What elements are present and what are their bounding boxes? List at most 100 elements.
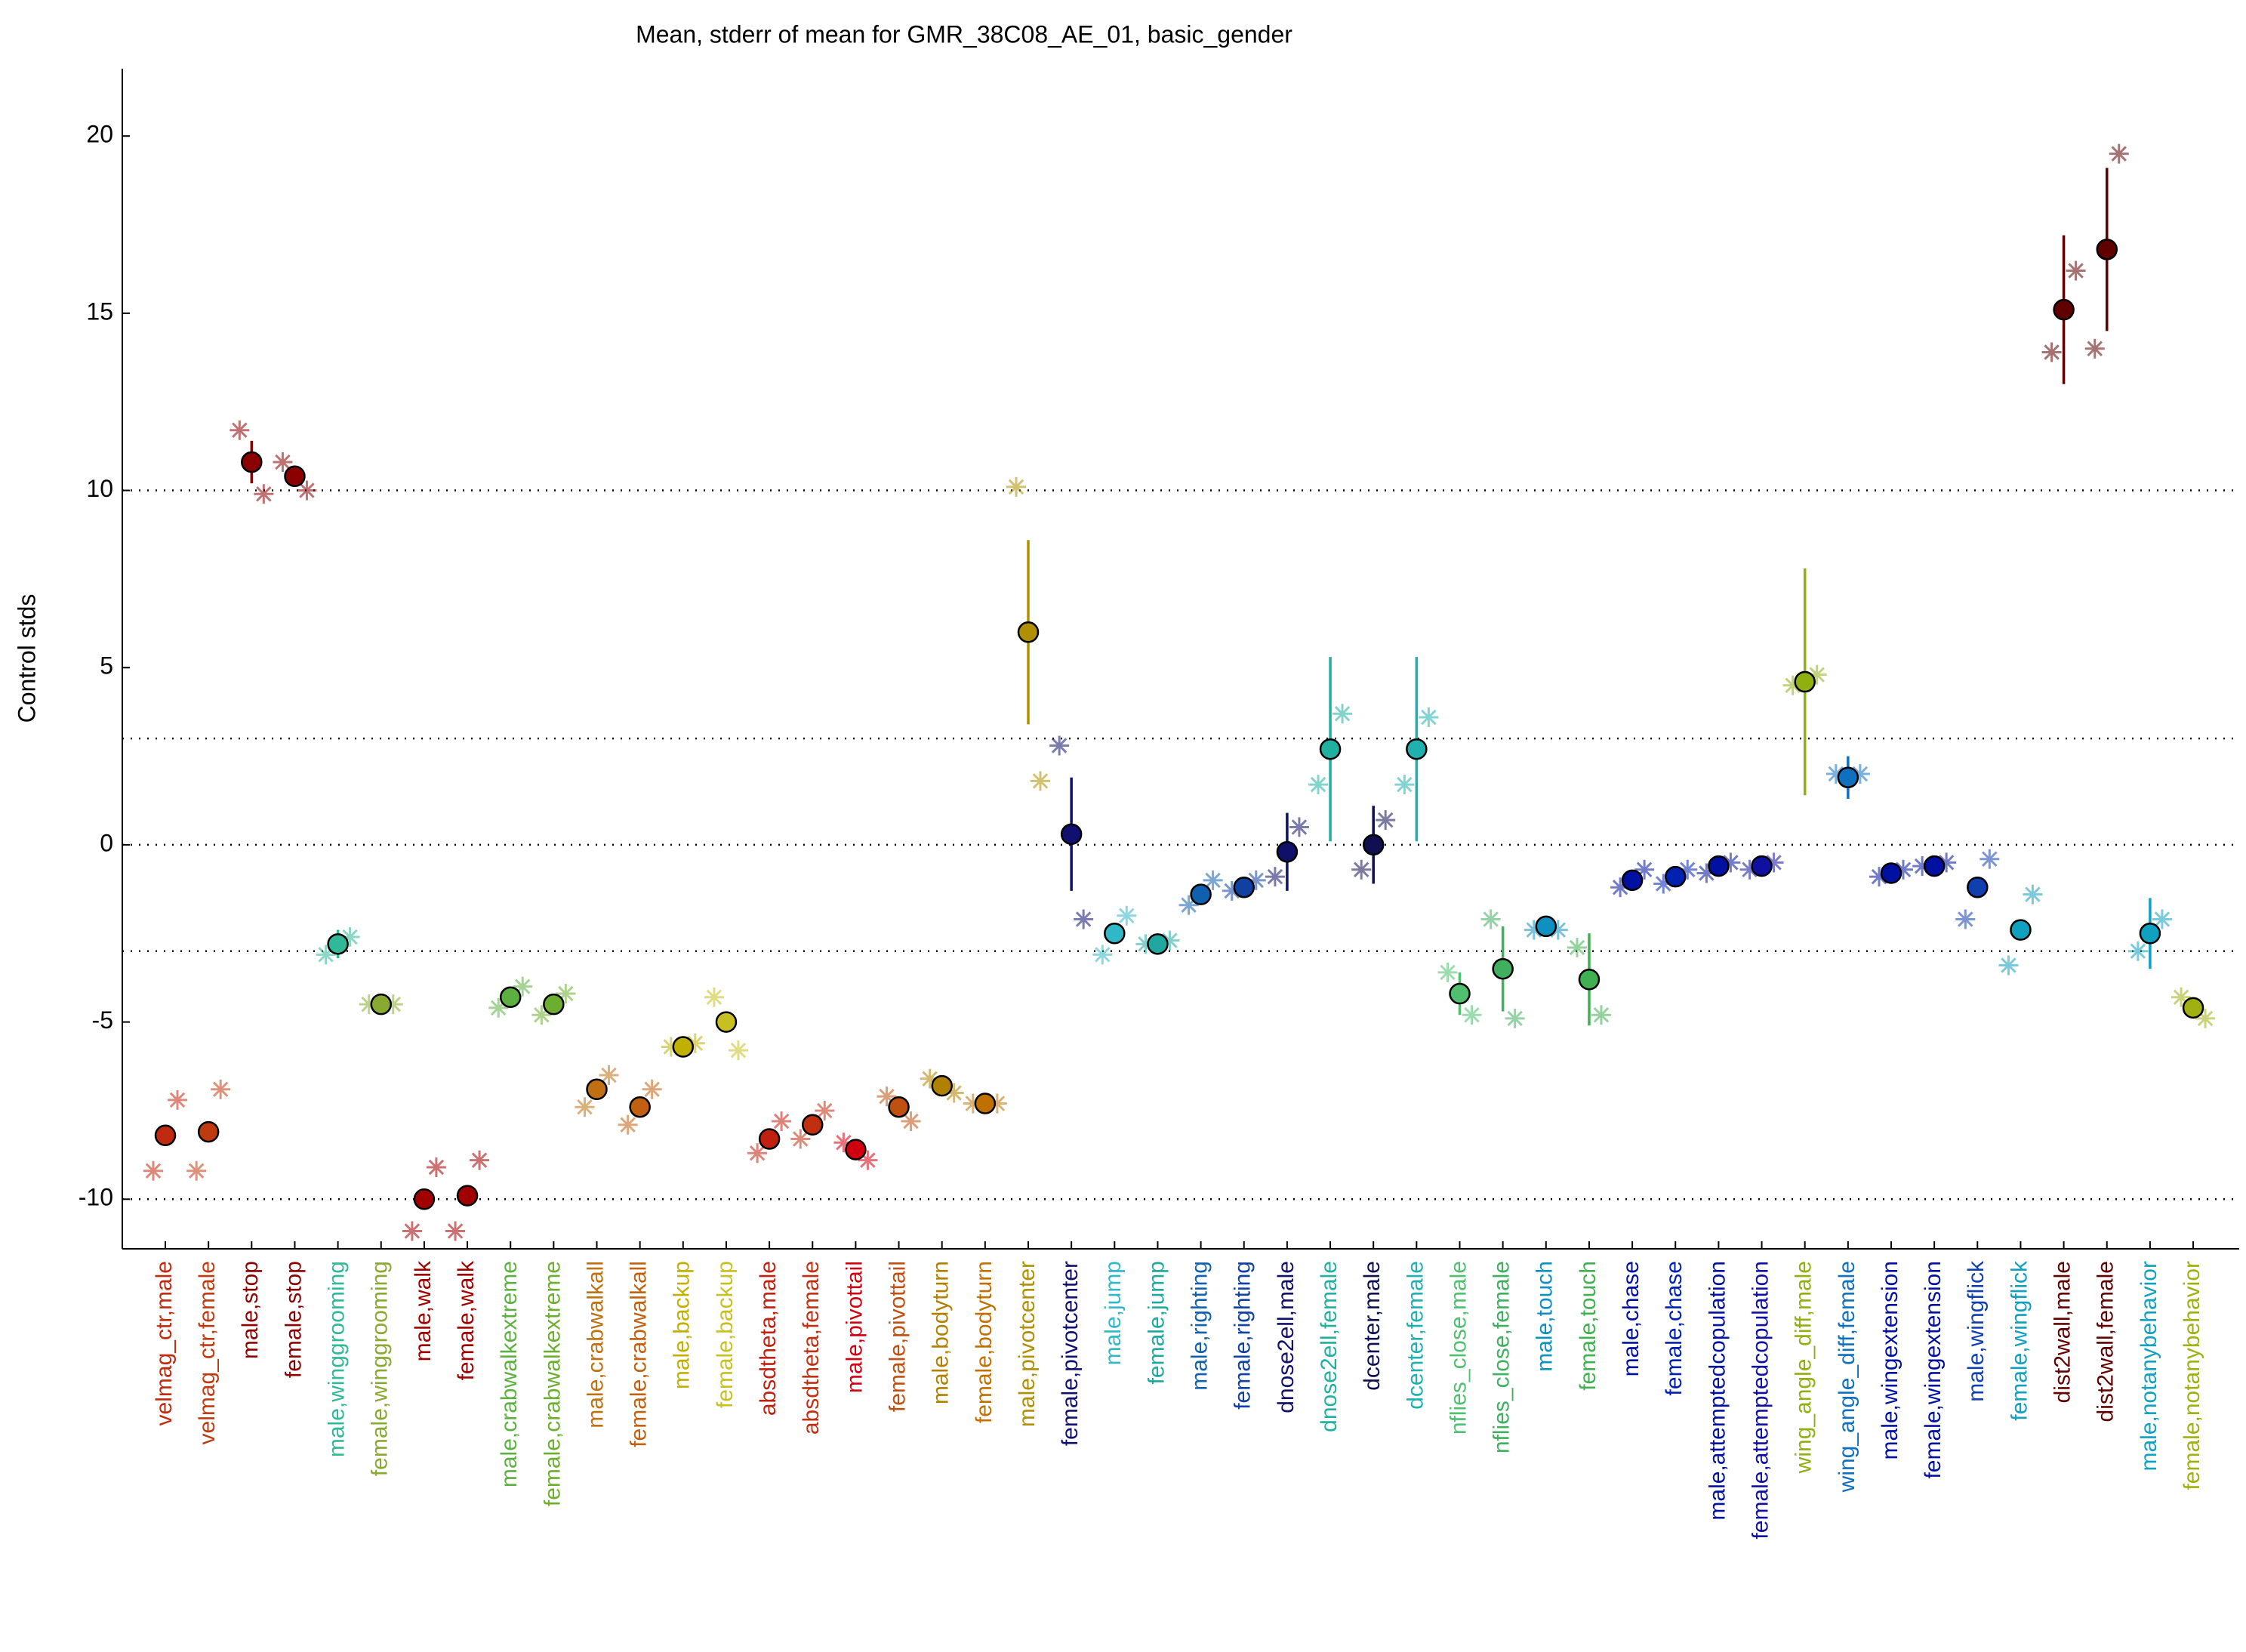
mean-marker [1967, 876, 1989, 898]
star-stroke [1291, 819, 1308, 835]
mean-marker [1406, 738, 1428, 760]
experiment-point [772, 1111, 792, 1132]
experiment-point [402, 1221, 422, 1241]
star-stroke [471, 1152, 488, 1168]
mean-marker [758, 1128, 781, 1150]
x-tick-label: female,jump [1144, 1261, 1169, 1384]
mean-marker [1276, 841, 1299, 863]
experiment-point [642, 1079, 662, 1099]
star-stroke [749, 1145, 766, 1161]
experiment-point [1308, 775, 1329, 795]
x-tick-label: dcenter,male [1360, 1261, 1385, 1391]
experiment-point [1117, 905, 1137, 926]
experiment-point [211, 1079, 231, 1099]
mean-marker [1621, 869, 1644, 892]
experiment-point [1289, 817, 1309, 837]
star-stroke [275, 454, 291, 470]
x-tick-label: female,pivottail [885, 1261, 910, 1412]
mean-marker [888, 1096, 910, 1118]
x-tick-label: female,stop [281, 1261, 306, 1378]
star-stroke [577, 1099, 593, 1115]
x-tick-label: velmag_ctr,female [195, 1261, 220, 1444]
experiment-point [1333, 704, 1353, 724]
y-tick-label: 0 [100, 829, 113, 856]
mean-marker [2053, 298, 2075, 321]
mean-marker [197, 1120, 220, 1143]
experiment-point [1462, 1005, 1482, 1025]
x-tick-label: male,pivotcenter [1015, 1261, 1040, 1427]
x-tick-label: female,pivotcenter [1058, 1261, 1083, 1446]
y-tick-label: -5 [92, 1006, 113, 1034]
star-stroke [730, 1042, 747, 1059]
experiment-point [728, 1040, 748, 1061]
star-stroke [299, 482, 315, 498]
star-stroke [1051, 738, 1068, 754]
x-tick-label: dnose2ell,female [1317, 1261, 1342, 1432]
star-stroke [1119, 908, 1135, 924]
x-tick-label: absdtheta,female [799, 1261, 824, 1435]
x-tick-label: female,righting [1231, 1261, 1255, 1410]
star-stroke [620, 1117, 636, 1133]
star-stroke [1310, 776, 1326, 793]
x-tick-label: male,crabwalkall [583, 1261, 608, 1429]
experiment-point [1006, 476, 1026, 497]
x-tick-label: female,touch [1576, 1261, 1601, 1391]
star-stroke [428, 1159, 445, 1176]
star-stroke [212, 1081, 229, 1098]
experiment-point [297, 480, 317, 501]
x-tick-label: male,wingflick [1964, 1260, 1989, 1402]
mean-marker [2182, 997, 2204, 1019]
mean-marker [1923, 855, 1946, 877]
x-tick-label: female,wingextension [1921, 1261, 1946, 1479]
x-tick-label: male,crabwalkextreme [497, 1261, 522, 1487]
mean-marker [1060, 823, 1083, 846]
star-stroke [706, 989, 722, 1006]
star-stroke [1008, 479, 1024, 495]
mean-marker [241, 451, 263, 473]
experiment-point [2023, 884, 2043, 905]
star-stroke [2111, 146, 2127, 162]
x-tick-label: male,chase [1619, 1261, 1644, 1376]
x-tick-label: dnose2ell,male [1274, 1261, 1299, 1413]
star-stroke [2025, 886, 2041, 902]
mean-marker [1535, 915, 1557, 938]
experiment-point [1394, 775, 1415, 795]
star-stroke [2130, 943, 2146, 959]
mean-marker [1837, 766, 1859, 788]
star-stroke [1958, 911, 1973, 927]
x-tick-label: nflies_close,male [1446, 1261, 1471, 1435]
experiment-point [1979, 849, 2000, 869]
star-stroke [2173, 989, 2189, 1006]
x-tick-label: female,backup [713, 1261, 738, 1408]
experiment-point [1998, 955, 2019, 975]
star-stroke [1483, 911, 1499, 927]
experiment-point [704, 987, 724, 1007]
experiment-point [1351, 859, 1372, 880]
chart-title: Mean, stderr of mean for GMR_38C08_AE_01… [636, 20, 1292, 48]
experiment-point [168, 1090, 187, 1110]
star-stroke [1267, 868, 1283, 885]
mean-marker [1578, 969, 1601, 991]
star-stroke [1334, 705, 1351, 722]
star-stroke [1593, 1006, 1610, 1023]
mean-marker [974, 1093, 997, 1114]
experiment-point [599, 1065, 619, 1086]
star-stroke [860, 1152, 876, 1168]
mean-marker [499, 986, 522, 1008]
mean-marker [1492, 957, 1514, 980]
x-tick-label: female,crabwalkall [627, 1261, 652, 1447]
x-tick-label: female,notanybehavior [2180, 1261, 2204, 1490]
experiment-point [1955, 909, 1976, 929]
experiment-point [230, 420, 250, 440]
star-stroke [922, 1071, 938, 1086]
mean-marker [2096, 239, 2118, 260]
experiment-point [790, 1129, 811, 1149]
x-tick-label: dist2wall,male [2050, 1261, 2075, 1403]
experiment-point [1074, 909, 1094, 929]
experiment-point [575, 1097, 595, 1117]
mean-marker [370, 993, 392, 1016]
mean-marker [1880, 862, 1902, 884]
x-tick-label: female,bodyturn [972, 1261, 997, 1423]
star-stroke [792, 1131, 809, 1147]
star-stroke [1507, 1010, 1523, 1027]
